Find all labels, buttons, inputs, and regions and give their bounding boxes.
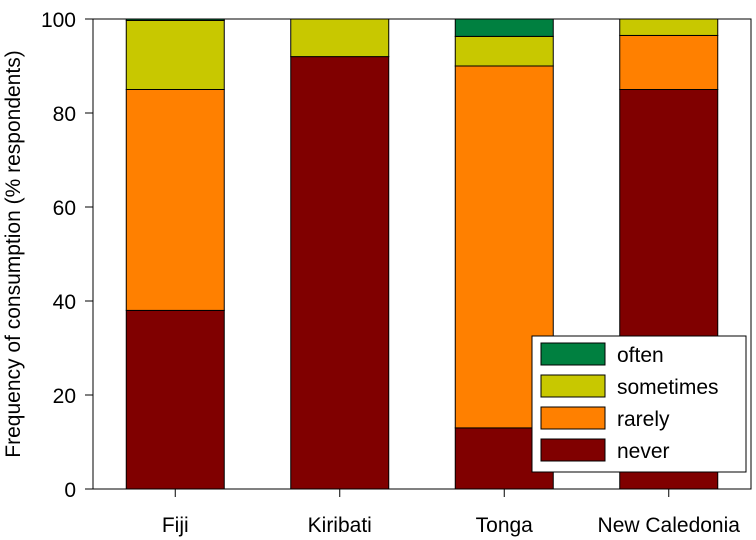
bar-segment-often <box>454 18 554 37</box>
plot-frame <box>92 18 752 490</box>
legend-swatch-sometimes <box>540 374 606 398</box>
bar-segment-rarely <box>619 34 719 90</box>
x-tick-label: New Caledonia <box>598 514 741 537</box>
bar-segment-sometimes <box>125 19 225 90</box>
x-tick-label: Kiribati <box>308 514 372 537</box>
legend-swatch-never <box>540 438 606 462</box>
bar-segment-never <box>290 56 390 490</box>
legend-label-rarely: rarely <box>617 408 670 431</box>
legend-label-never: never <box>617 440 670 463</box>
bar-segment-sometimes <box>454 35 554 67</box>
x-tick-label: Fiji <box>162 514 189 537</box>
bar-segment-sometimes <box>290 18 390 58</box>
bar-segment-rarely <box>125 89 225 311</box>
legend: often sometimes rarely never <box>531 335 747 473</box>
bar-segment-sometimes <box>619 18 719 36</box>
y-tick-label: 60 <box>53 197 76 220</box>
legend-label-often: often <box>617 344 664 367</box>
y-tick-label: 80 <box>53 103 76 126</box>
x-tick-label: Tonga <box>476 514 534 537</box>
legend-swatch-often <box>540 342 606 366</box>
y-tick-label: 20 <box>53 385 76 408</box>
bar-segment-never <box>125 309 225 490</box>
legend-swatch-rarely <box>540 406 606 430</box>
y-tick-label: 40 <box>53 291 76 314</box>
y-tick-label: 0 <box>64 479 76 502</box>
y-axis-title: Frequency of consumption (% respondents) <box>2 50 25 457</box>
legend-label-sometimes: sometimes <box>617 376 719 399</box>
y-tick-label: 100 <box>41 9 76 32</box>
